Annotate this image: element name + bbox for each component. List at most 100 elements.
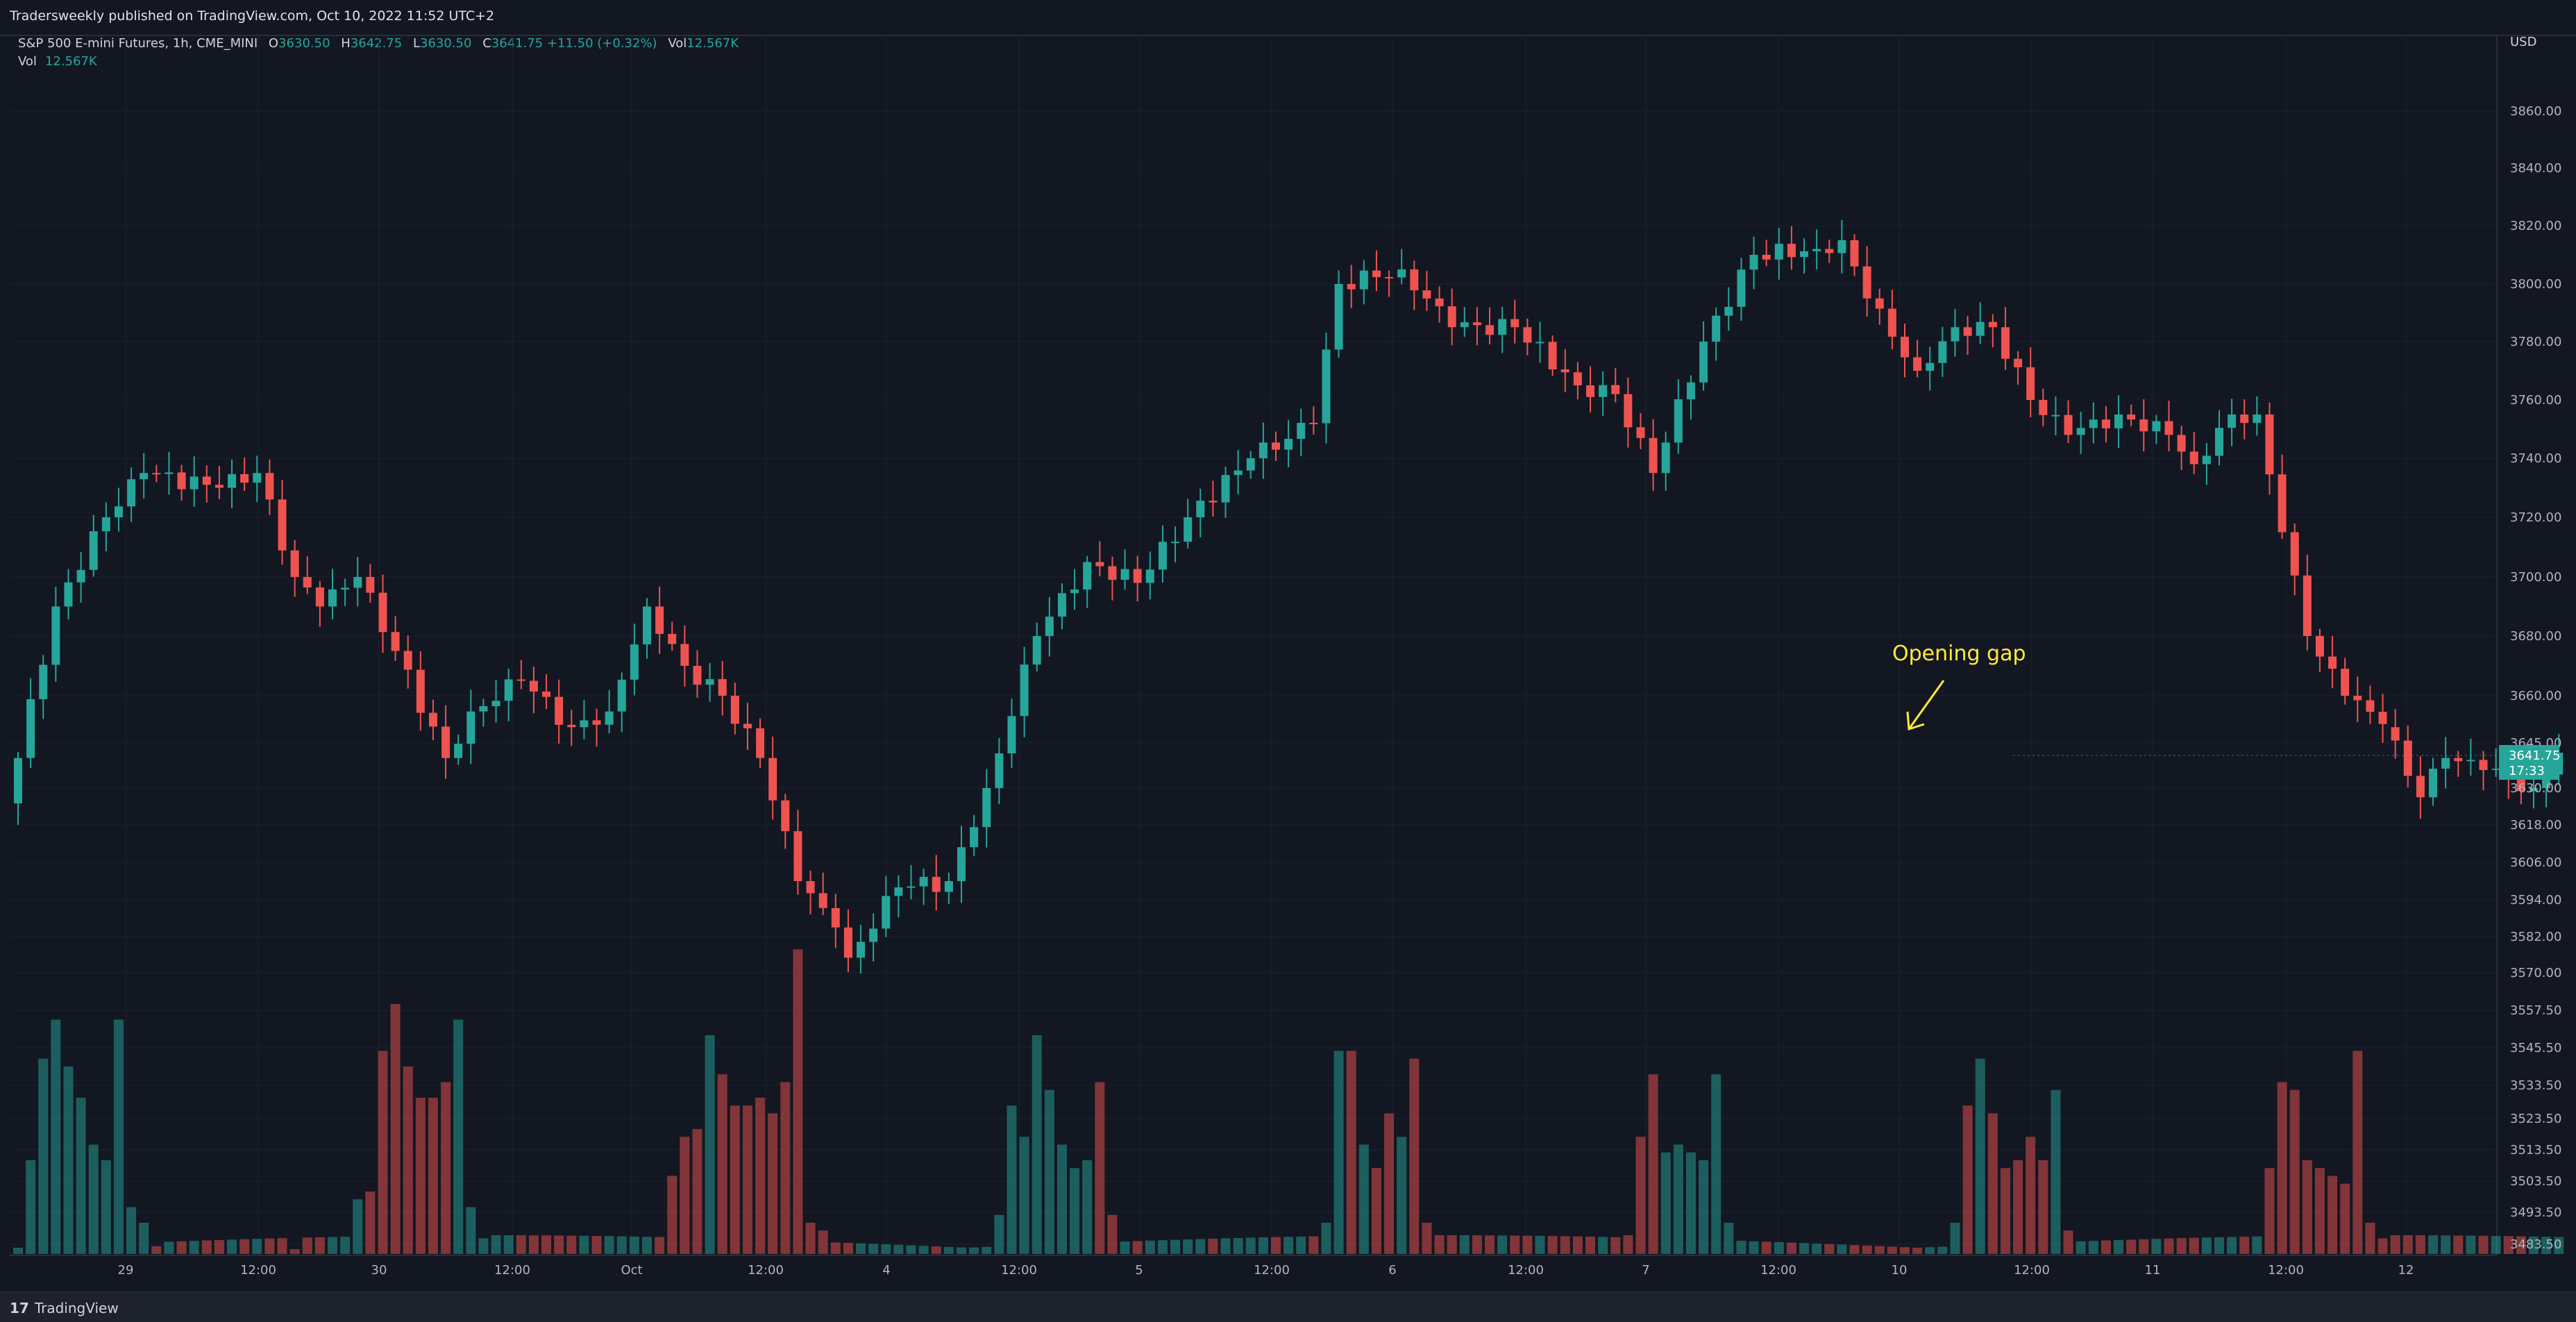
- volume-bar: [566, 1235, 577, 1254]
- y-tick-label: 3720.00: [2510, 510, 2561, 525]
- candle-body: [2177, 435, 2186, 452]
- volume-bar: [1598, 1237, 1608, 1254]
- volume-legend-label[interactable]: Vol: [18, 54, 37, 69]
- candle-body: [1045, 617, 1054, 636]
- volume-bar: [1673, 1144, 1683, 1254]
- symbol-name[interactable]: S&P 500 E-mini Futures, 1h, CME_MINI: [18, 36, 258, 51]
- volume-bar: [1535, 1235, 1545, 1254]
- volume-bar: [1233, 1237, 1243, 1254]
- volume-bar: [2516, 1236, 2526, 1254]
- candle-body: [2202, 455, 2211, 465]
- candle-body: [617, 679, 626, 712]
- candle-body: [328, 589, 337, 607]
- volume-bar: [403, 1066, 413, 1254]
- candle-body: [529, 680, 538, 692]
- x-tick-label: Oct: [621, 1263, 642, 1278]
- x-tick-label: 10: [1892, 1263, 1908, 1278]
- candle-body: [2341, 669, 2350, 696]
- candle-body: [743, 723, 752, 728]
- volume-bar: [856, 1243, 866, 1254]
- volume-bar: [428, 1098, 438, 1254]
- candle-body: [982, 788, 991, 828]
- volume-bar: [893, 1244, 904, 1254]
- volume-bar: [2139, 1239, 2149, 1254]
- brand-logo[interactable]: 17 TradingView: [10, 1300, 119, 1316]
- volume-bar: [843, 1243, 853, 1254]
- candle-body: [1875, 298, 1884, 309]
- volume-bar: [1510, 1235, 1520, 1254]
- candle-body: [466, 711, 475, 744]
- candle-body: [843, 927, 852, 958]
- candlesticks: [14, 219, 2564, 974]
- volume-bar: [2453, 1235, 2464, 1254]
- high-value: 3642.75: [350, 36, 403, 51]
- volume-bar: [478, 1238, 489, 1254]
- x-tick-label: 6: [1388, 1263, 1396, 1278]
- volume-bar: [2327, 1175, 2338, 1254]
- volume-bar: [2554, 1237, 2564, 1254]
- candle-body: [693, 666, 702, 685]
- volume-bar: [2428, 1235, 2439, 1254]
- candle-body: [1385, 277, 1394, 279]
- candle-body: [303, 577, 312, 588]
- volume-bar: [2088, 1241, 2098, 1254]
- volume-bar: [1258, 1237, 1268, 1254]
- candle-body: [2516, 778, 2525, 792]
- candle-body: [1032, 636, 1041, 665]
- volume-bar: [1912, 1247, 1923, 1254]
- volume-bar: [1623, 1235, 1633, 1254]
- x-tick-label: 7: [1642, 1263, 1649, 1278]
- volume-bar: [63, 1066, 74, 1254]
- volume-bar: [1032, 1035, 1042, 1254]
- price-chart[interactable]: 3860.00 3840.00 3820.00 3800.00 3780.00 3760.…: [0, 0, 2576, 1291]
- candle-body: [2139, 419, 2148, 432]
- symbol-legend: S&P 500 E-mini Futures, 1h, CME_MINI O 36…: [18, 36, 739, 51]
- volume-bar: [101, 1160, 111, 1254]
- volume-bar: [591, 1236, 602, 1254]
- volume-bar: [830, 1242, 841, 1254]
- candle-body: [165, 472, 174, 474]
- candle-body: [718, 679, 727, 696]
- volume-bar: [2038, 1160, 2048, 1254]
- candle-body: [202, 476, 211, 485]
- candle-body: [479, 706, 488, 712]
- candle-body: [2101, 419, 2110, 428]
- y-tick-label: 3840.00: [2510, 161, 2561, 176]
- candle-body: [730, 696, 739, 724]
- volume-bar: [1120, 1241, 1130, 1254]
- candle-body: [605, 711, 614, 725]
- volume-bar: [1145, 1240, 1155, 1254]
- volume-bar: [2340, 1183, 2350, 1254]
- volume-bar: [378, 1051, 388, 1254]
- candle-body: [1976, 321, 1985, 336]
- candle-body: [1410, 269, 1419, 291]
- volume-bar: [26, 1160, 36, 1254]
- volume-bar: [2013, 1160, 2023, 1254]
- volume-bar: [2189, 1237, 2199, 1254]
- volume-bar: [2239, 1237, 2250, 1254]
- candle-body: [857, 942, 866, 958]
- volume-bar: [755, 1098, 766, 1254]
- candle-body: [2366, 700, 2375, 712]
- volume-bar: [2227, 1237, 2237, 1254]
- candle-body: [1447, 306, 1456, 328]
- candle-body: [265, 473, 274, 500]
- volume-bar: [1635, 1137, 1646, 1254]
- candle-body: [1145, 569, 1154, 583]
- candle-body: [2228, 415, 2237, 428]
- volume-bar: [214, 1239, 224, 1254]
- volume-bar: [1987, 1113, 1998, 1254]
- candle-body: [441, 726, 451, 758]
- volume-bar: [1572, 1236, 1583, 1254]
- candle-body: [1599, 385, 1608, 397]
- change-value: +11.50 (+0.32%): [546, 36, 657, 51]
- candle-body: [454, 744, 463, 758]
- y-tick-label: 3760.00: [2510, 393, 2561, 408]
- volume-bar: [1485, 1235, 1495, 1254]
- candle-body: [1510, 319, 1519, 328]
- volume-legend: Vol 12.567K: [18, 54, 97, 69]
- open-label: O: [268, 36, 279, 51]
- currency-label[interactable]: USD: [2510, 35, 2537, 49]
- candle-body: [2039, 400, 2048, 415]
- volume-bar: [2402, 1235, 2413, 1254]
